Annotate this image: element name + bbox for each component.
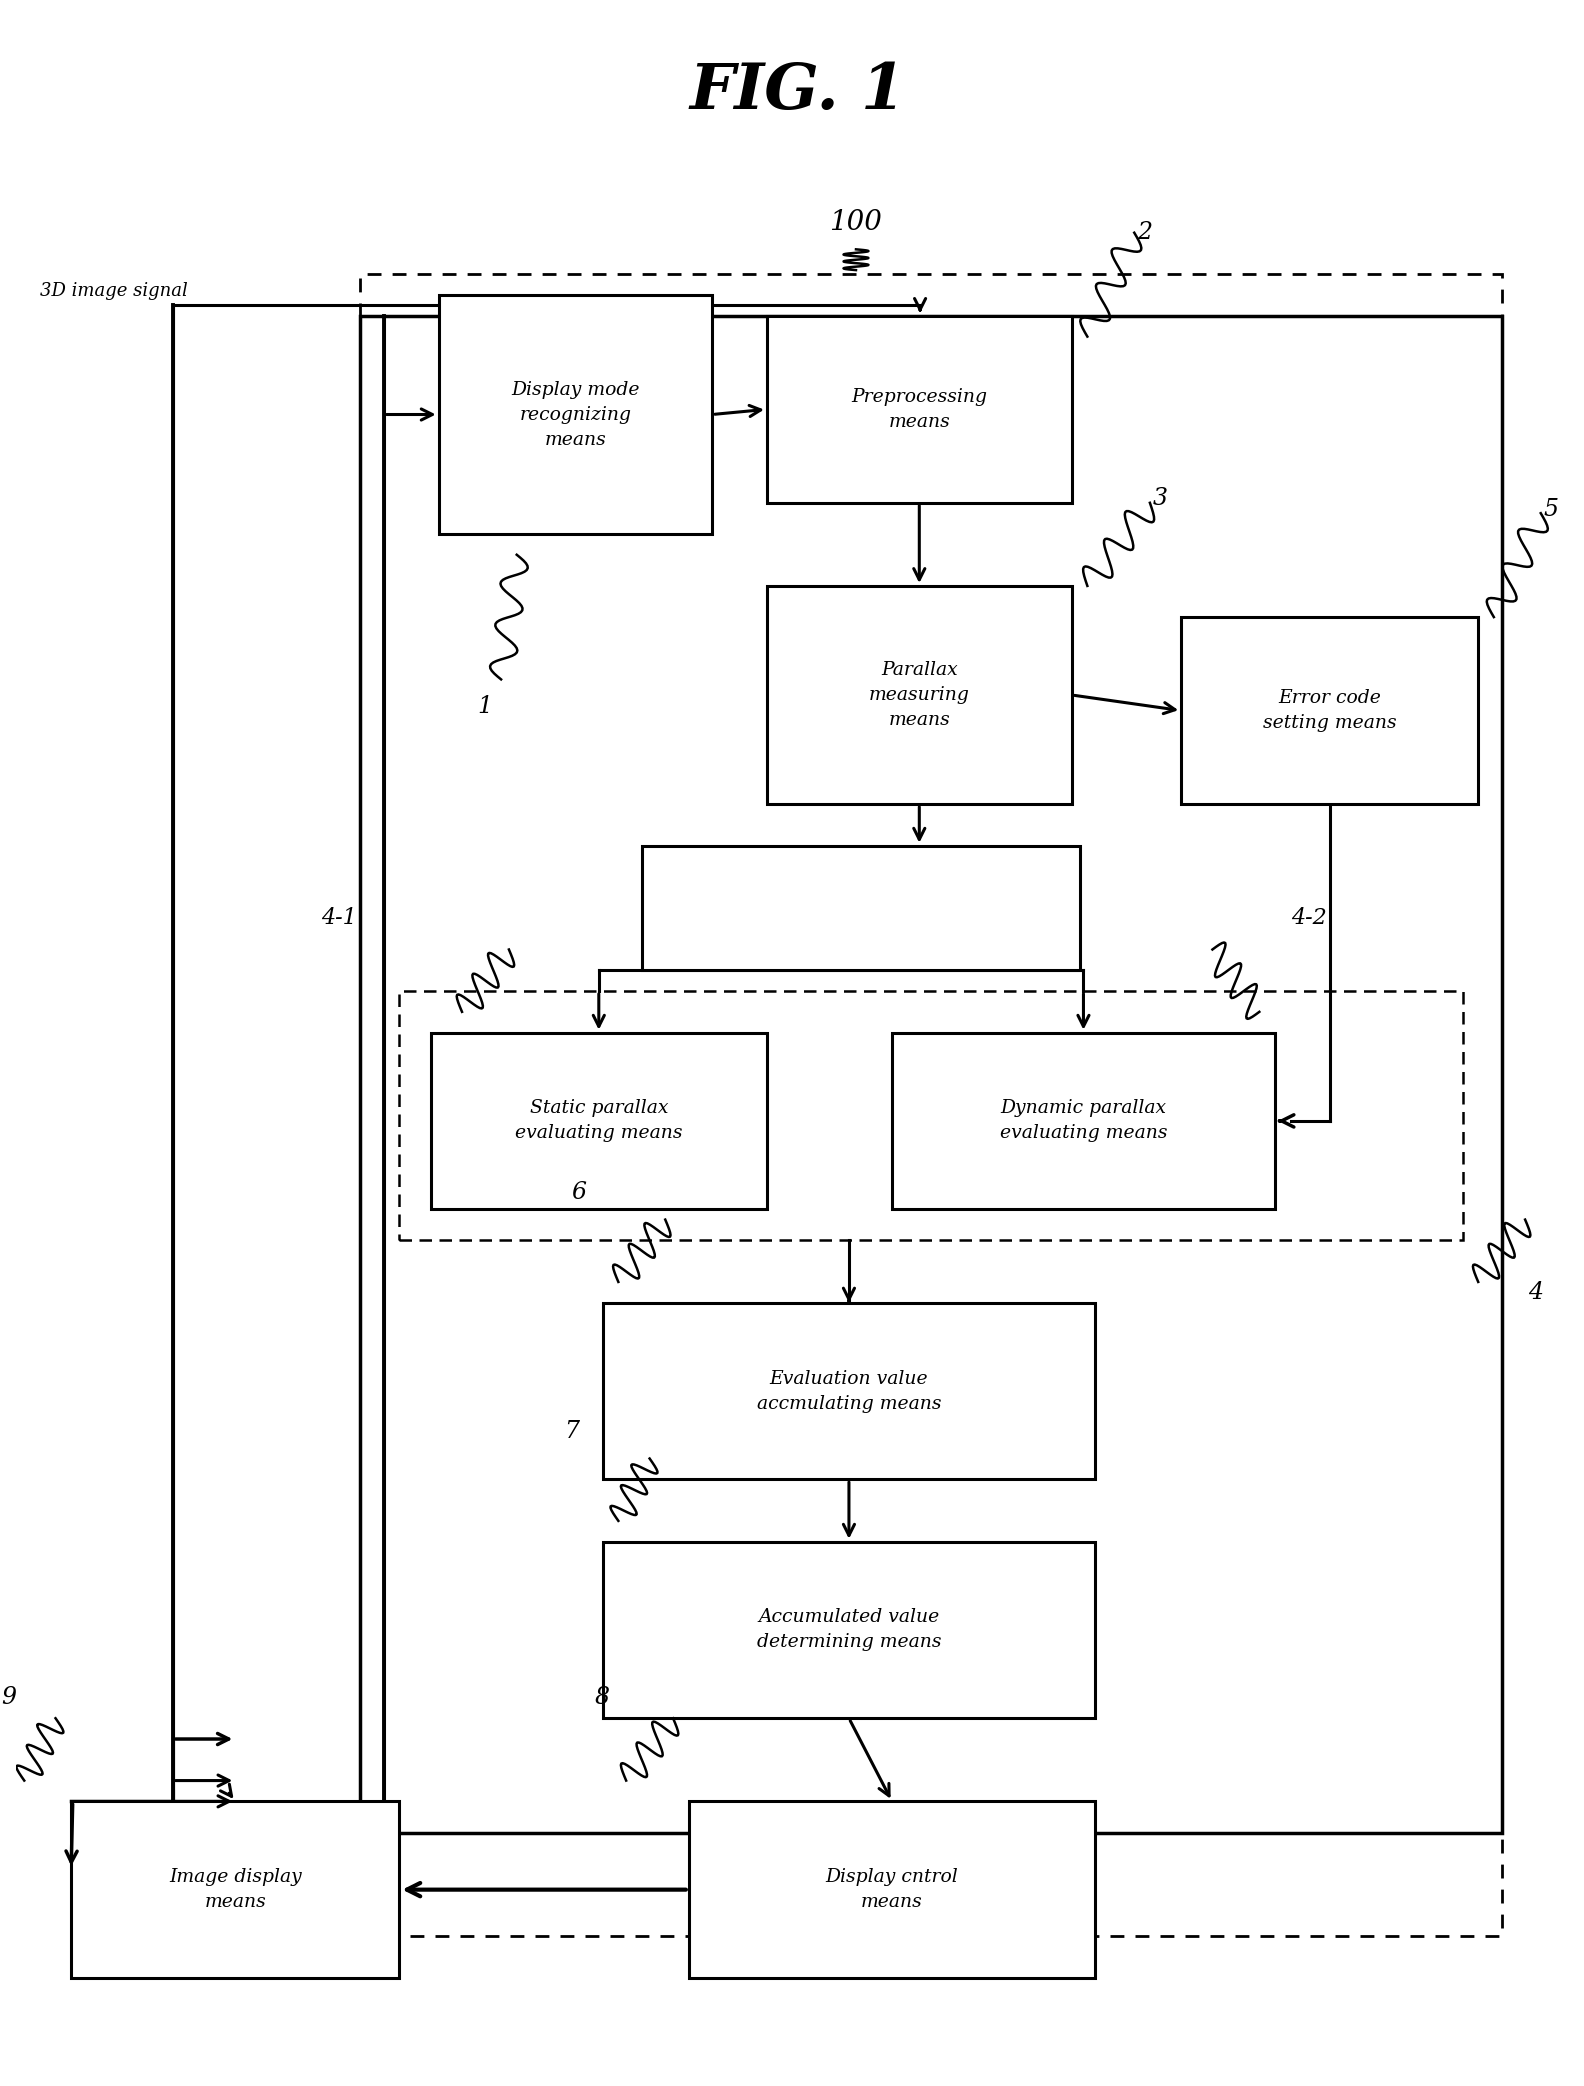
- Bar: [399, 991, 1462, 1241]
- Bar: [361, 315, 1502, 1832]
- Text: Error code
setting means: Error code setting means: [1262, 688, 1397, 732]
- Text: Image display
means: Image display means: [169, 1869, 301, 1911]
- Text: Preprocessing
means: Preprocessing means: [851, 388, 987, 432]
- Text: FIG. 1: FIG. 1: [691, 60, 906, 123]
- Bar: [431, 1033, 767, 1210]
- Bar: [604, 1304, 1095, 1479]
- Bar: [689, 1802, 1095, 1978]
- Bar: [767, 315, 1072, 503]
- Text: Display mode
recognizing
means: Display mode recognizing means: [512, 380, 640, 448]
- Bar: [439, 294, 713, 534]
- Text: Accumulated value
determining means: Accumulated value determining means: [757, 1608, 941, 1652]
- Text: 6: 6: [572, 1181, 586, 1204]
- Bar: [892, 1033, 1275, 1210]
- Text: 3D image signal: 3D image signal: [40, 282, 187, 300]
- Text: 4-2: 4-2: [1291, 907, 1326, 930]
- Text: 3: 3: [1153, 488, 1167, 511]
- Text: Static parallax
evaluating means: Static parallax evaluating means: [515, 1099, 683, 1143]
- Text: 9: 9: [2, 1685, 16, 1708]
- Text: 1: 1: [478, 695, 493, 718]
- Bar: [1182, 617, 1478, 803]
- Text: 5: 5: [1544, 499, 1559, 522]
- Text: Evaluation value
accmulating means: Evaluation value accmulating means: [757, 1371, 941, 1412]
- Text: Display cntrol
means: Display cntrol means: [825, 1869, 958, 1911]
- Text: 7: 7: [564, 1421, 578, 1444]
- Text: Parallax
measuring
means: Parallax measuring means: [870, 661, 969, 728]
- Bar: [361, 273, 1502, 1936]
- Bar: [604, 1542, 1095, 1719]
- Bar: [767, 586, 1072, 803]
- Text: 100: 100: [830, 209, 882, 236]
- Bar: [71, 1802, 399, 1978]
- Text: 2: 2: [1137, 221, 1153, 244]
- Bar: [642, 845, 1080, 970]
- Text: Dynamic parallax
evaluating means: Dynamic parallax evaluating means: [1000, 1099, 1167, 1143]
- Text: 4: 4: [1529, 1281, 1543, 1304]
- Text: 8: 8: [596, 1685, 610, 1708]
- Text: 4-1: 4-1: [322, 907, 356, 930]
